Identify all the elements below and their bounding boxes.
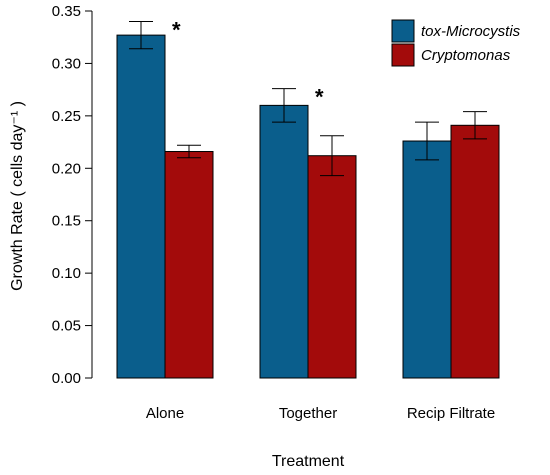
y-tick-label: 0.10 <box>52 265 81 282</box>
y-tick-label: 0.35 <box>52 3 81 20</box>
x-tick-label: Alone <box>146 405 184 422</box>
y-tick-label: 0.00 <box>52 370 81 387</box>
y-tick-label: 0.15 <box>52 213 81 230</box>
y-tick-label: 0.25 <box>52 108 81 125</box>
bar <box>450 124 500 379</box>
y-axis-title: Growth Rate ( cells day⁻¹ ) <box>9 101 26 291</box>
x-tick-label: Together <box>279 405 337 422</box>
legend-label: Cryptomonas <box>421 47 511 64</box>
error-bar-group <box>129 20 487 177</box>
bar <box>307 155 357 379</box>
x-tick-labels: Alone Together Recip Filtrate <box>146 405 495 422</box>
bar <box>259 104 309 379</box>
x-tick-label: Recip Filtrate <box>407 405 495 422</box>
y-axis: 0.00 0.05 0.10 0.15 0.20 0.25 0.30 0.35 <box>52 3 93 387</box>
bar-group <box>116 34 500 379</box>
legend: tox-Microcystis Cryptomonas <box>391 19 521 67</box>
bar <box>116 34 166 379</box>
significance-marker: * <box>315 85 324 110</box>
legend-swatch <box>391 43 415 67</box>
y-tick-label: 0.20 <box>52 160 81 177</box>
legend-swatch <box>391 19 415 43</box>
legend-label: tox-Microcystis <box>421 23 521 40</box>
x-axis-title: Treatment <box>272 453 345 470</box>
significance-marker: * <box>172 17 181 42</box>
y-tick-label: 0.30 <box>52 55 81 72</box>
bar <box>402 140 452 379</box>
y-tick-label: 0.05 <box>52 318 81 335</box>
significance-markers: ** <box>172 17 324 109</box>
bar <box>164 151 214 379</box>
